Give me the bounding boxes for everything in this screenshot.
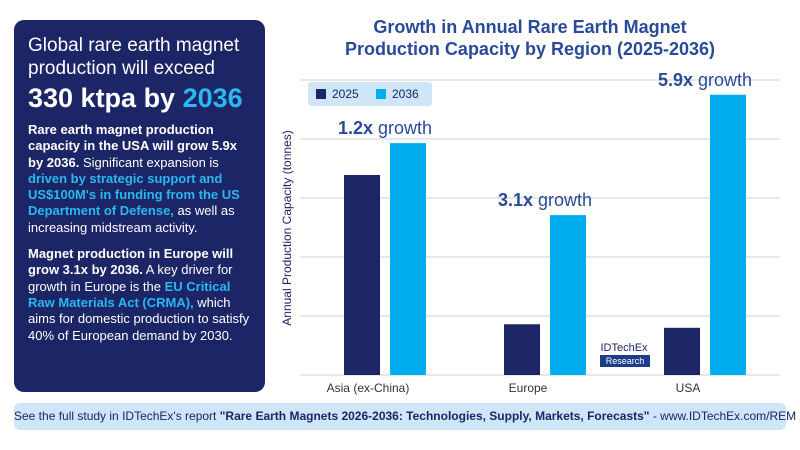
headline: Global rare earth magnet production will… [28, 35, 240, 79]
annotation-multiplier: 5.9x [658, 70, 693, 90]
x-tick-label: USA [676, 381, 701, 395]
legend-label: 2025 [332, 87, 359, 101]
text-run: as well as increasing midstream activity… [28, 203, 239, 235]
text-run: Significant expansion is [79, 154, 223, 170]
text-run: Magnet production in Europe will grow 3.… [28, 246, 237, 278]
logo-name: IDTechEx [600, 342, 648, 354]
x-tick-label: Europe [509, 381, 548, 395]
annotation-multiplier: 1.2x [338, 118, 373, 138]
bar [390, 143, 426, 375]
paragraph: Magnet production in Europe will grow 3.… [28, 246, 251, 344]
headline-big: 330 ktpa by 2036 [28, 82, 251, 114]
bar [504, 324, 540, 375]
paragraph: Rare earth magnet production capacity in… [28, 122, 251, 236]
annotation-multiplier: 3.1x [498, 190, 533, 210]
bar [710, 94, 746, 375]
logo-band [600, 355, 650, 367]
footer: See the full study in IDTechEx's report … [14, 403, 796, 430]
legend-swatch [376, 89, 386, 99]
y-axis-label: Annual Production Capacity (tonnes) [280, 130, 294, 325]
footer-run: - www.IDTechEx.com/REM [649, 409, 797, 423]
annotation: 1.2x growth [338, 118, 432, 138]
bar [344, 174, 380, 375]
chart-title: Growth in Annual Rare Earth Magnet [373, 17, 686, 37]
text-run: which aims for domestic production to sa… [28, 294, 253, 343]
summary-panel: Global rare earth magnet production will… [14, 20, 265, 392]
logo-sub: Research [606, 356, 645, 366]
annotation-text: growth [538, 190, 592, 210]
footer-run: See the full study in IDTechEx's report [14, 409, 220, 423]
text-run: driven by strategic support and US$100M'… [28, 170, 244, 219]
paragraphs: Rare earth magnet production capacity in… [28, 122, 251, 344]
legend-label: 2036 [392, 87, 419, 101]
bar [664, 327, 700, 375]
legend-swatch [316, 89, 326, 99]
legend-box [308, 82, 432, 106]
annotation: 5.9x growth [658, 70, 752, 90]
headline-run: 2036 [182, 83, 243, 113]
text-run: Rare earth magnet production capacity in… [28, 122, 241, 170]
chart: Growth in Annual Rare Earth Magnet Produ… [280, 17, 780, 395]
text-run: A key driver for growth in Europe is the [28, 262, 237, 294]
annotation-text: growth [378, 118, 432, 138]
footer-run: "Rare Earth Magnets 2026-2036: Technolog… [219, 409, 650, 423]
x-tick-label: Asia (ex-China) [327, 381, 410, 395]
annotation: 3.1x growth [498, 190, 592, 210]
annotation-text: growth [698, 70, 752, 90]
headline-run: 330 ktpa by [28, 83, 183, 113]
bar [550, 215, 586, 375]
chart-title: Production Capacity by Region (2025-2036… [345, 39, 715, 59]
text-run: EU Critical Raw Materials Act (CRMA), [28, 278, 234, 310]
